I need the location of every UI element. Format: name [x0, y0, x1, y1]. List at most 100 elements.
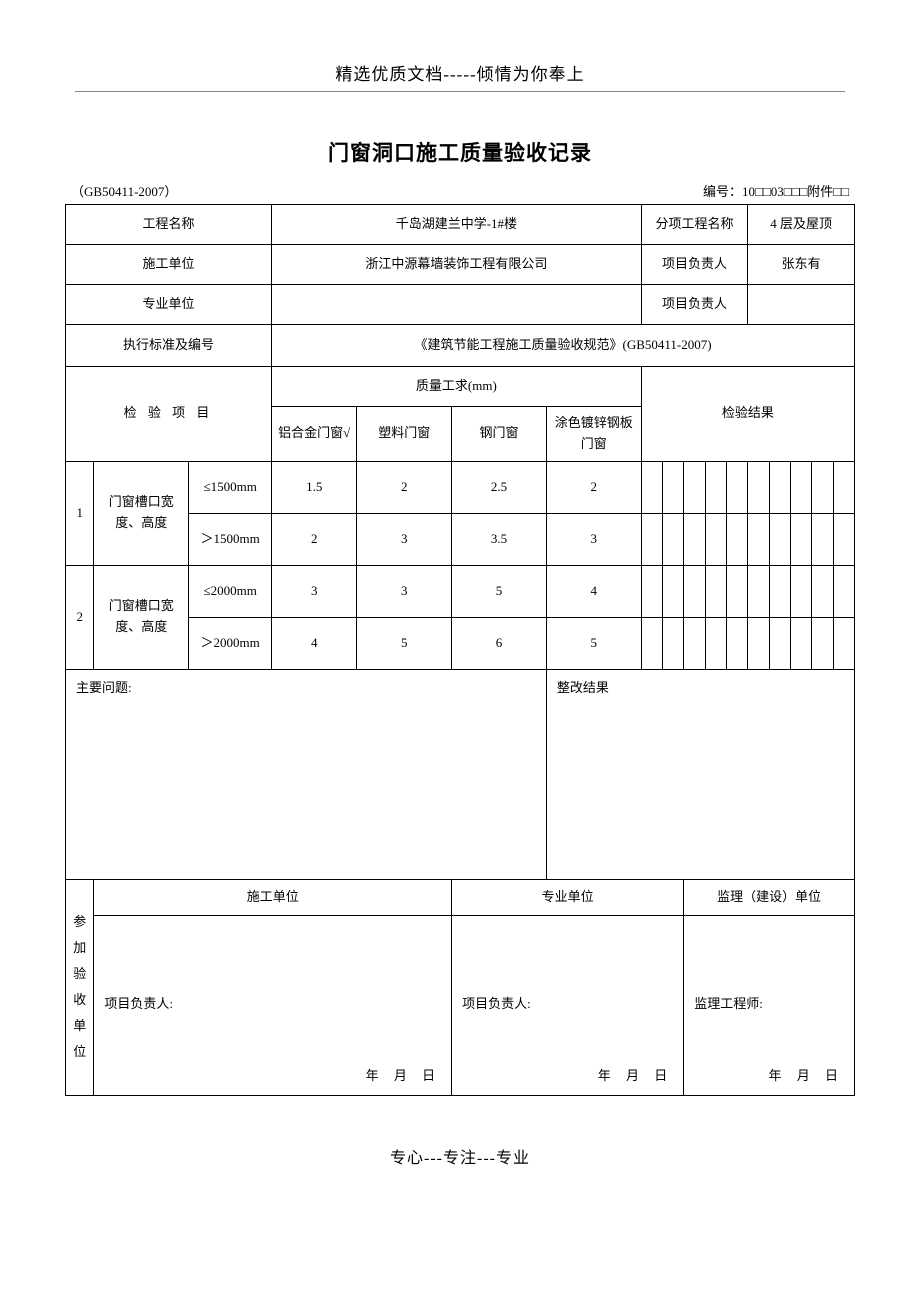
result-cell: [769, 461, 790, 513]
result-cell: [641, 617, 662, 669]
result-cell: [662, 461, 683, 513]
row2-a1: 3: [272, 565, 357, 617]
result-cell: [726, 461, 747, 513]
val-pm1: 张东有: [748, 245, 855, 285]
row1-idx: 1: [66, 461, 94, 565]
label-pm2: 项目负责人: [641, 285, 748, 325]
result-cell: [705, 617, 726, 669]
result-cell: [684, 513, 705, 565]
row2-label: 门窗槽口宽度、高度: [94, 565, 189, 669]
hdr-inspect-item: 检 验 项 目: [66, 367, 272, 462]
result-cell: [812, 617, 833, 669]
sig-l2: 项目负责人:: [462, 994, 531, 1015]
result-cell: [641, 461, 662, 513]
row2-c2: 6: [452, 617, 547, 669]
val-contractor: 浙江中源幕墙装饰工程有限公司: [272, 245, 642, 285]
sig-h1: 施工单位: [94, 879, 452, 915]
hdr-result: 检验结果: [641, 367, 854, 462]
result-cell: [684, 565, 705, 617]
hdr-quality-req: 质量工求(mm): [272, 367, 642, 407]
result-cell: [833, 461, 854, 513]
sig-cell-2: 项目负责人: 年 月 日: [452, 915, 684, 1095]
result-cell: [641, 513, 662, 565]
result-cell: [790, 461, 811, 513]
sig-date-1: 年 月 日: [366, 1066, 442, 1087]
val-subitem: 4 层及屋顶: [748, 205, 855, 245]
result-cell: [726, 617, 747, 669]
result-cell: [748, 461, 769, 513]
sig-l3: 监理工程师:: [694, 994, 763, 1015]
row1-a1: 1.5: [272, 461, 357, 513]
issues-left: 主要问题:: [66, 669, 547, 879]
row2-c1: 5: [452, 565, 547, 617]
page-header: 精选优质文档-----倾情为你奉上: [75, 60, 845, 92]
label-project-name: 工程名称: [66, 205, 272, 245]
result-cell: [662, 617, 683, 669]
result-cell: [662, 565, 683, 617]
sig-side-label: 参加验收单位: [66, 879, 94, 1095]
issues-right: 整改结果: [546, 669, 854, 879]
result-cell: [812, 565, 833, 617]
val-standard: 《建筑节能工程施工质量验收规范》(GB50411-2007): [272, 325, 855, 367]
doc-title: 门窗洞口施工质量验收记录: [65, 137, 855, 167]
sig-cell-1: 项目负责人: 年 月 日: [94, 915, 452, 1095]
row1-c2: 3.5: [452, 513, 547, 565]
row1-cond1: ≤1500mm: [189, 461, 272, 513]
row1-b2: 3: [357, 513, 452, 565]
result-cell: [641, 565, 662, 617]
row2-b2: 5: [357, 617, 452, 669]
result-cell: [769, 565, 790, 617]
result-cell: [662, 513, 683, 565]
result-cell: [705, 461, 726, 513]
row1-a2: 2: [272, 513, 357, 565]
page-footer: 专心---专注---专业: [65, 1144, 855, 1168]
result-cell: [790, 617, 811, 669]
result-cell: [748, 565, 769, 617]
row2-b1: 3: [357, 565, 452, 617]
result-cell: [705, 513, 726, 565]
result-cell: [726, 513, 747, 565]
sig-h3: 监理（建设）单位: [684, 879, 855, 915]
val-specialty: [272, 285, 642, 325]
result-cell: [748, 617, 769, 669]
hdr-col-d: 涂色镀锌钢板门窗: [546, 407, 641, 462]
row2-a2: 4: [272, 617, 357, 669]
row1-d2: 3: [546, 513, 641, 565]
row2-d1: 4: [546, 565, 641, 617]
row1-d1: 2: [546, 461, 641, 513]
result-cell: [769, 617, 790, 669]
label-standard: 执行标准及编号: [66, 325, 272, 367]
sig-cell-3: 监理工程师: 年 月 日: [684, 915, 855, 1095]
row2-cond1: ≤2000mm: [189, 565, 272, 617]
sig-l1: 项目负责人:: [104, 994, 173, 1015]
row2-d2: 5: [546, 617, 641, 669]
sig-date-2: 年 月 日: [598, 1066, 674, 1087]
result-cell: [705, 565, 726, 617]
result-cell: [790, 513, 811, 565]
result-cell: [833, 565, 854, 617]
result-cell: [684, 461, 705, 513]
result-cell: [684, 617, 705, 669]
row2-cond2: ＞2000mm: [189, 617, 272, 669]
label-specialty: 专业单位: [66, 285, 272, 325]
label-contractor: 施工单位: [66, 245, 272, 285]
result-cell: [769, 513, 790, 565]
result-cell: [812, 461, 833, 513]
result-cell: [812, 513, 833, 565]
hdr-col-a: 铝合金门窗√: [272, 407, 357, 462]
row2-idx: 2: [66, 565, 94, 669]
val-pm2: [748, 285, 855, 325]
hdr-col-c: 钢门窗: [452, 407, 547, 462]
result-cell: [833, 617, 854, 669]
sig-date-3: 年 月 日: [768, 1066, 844, 1087]
meta-left: （GB50411-2007）: [71, 181, 177, 200]
row1-label: 门窗槽口宽度、高度: [94, 461, 189, 565]
result-cell: [726, 565, 747, 617]
val-project-name: 千岛湖建兰中学-1#楼: [272, 205, 642, 245]
result-cell: [790, 565, 811, 617]
hdr-col-b: 塑料门窗: [357, 407, 452, 462]
result-cell: [833, 513, 854, 565]
label-pm1: 项目负责人: [641, 245, 748, 285]
label-subitem: 分项工程名称: [641, 205, 748, 245]
meta-right: 编号：10□□03□□□附件□□: [703, 181, 849, 200]
